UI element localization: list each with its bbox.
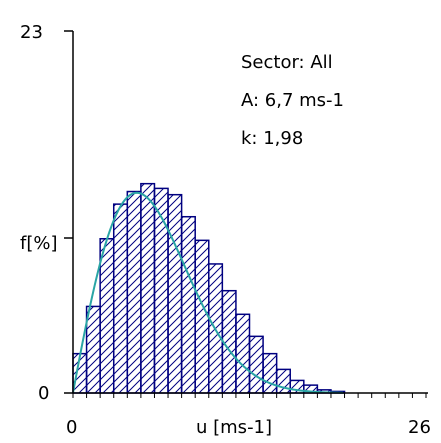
histogram-bar <box>85 305 101 394</box>
histogram-bar <box>180 215 196 394</box>
histogram-bars <box>72 182 346 394</box>
histogram-bar <box>99 238 115 394</box>
histogram-bar <box>194 239 210 394</box>
x-axis-ticks <box>72 393 427 398</box>
x-axis-label: u [ms-1] <box>196 417 272 438</box>
histogram-bar <box>235 313 251 394</box>
x-tick-label-min: 0 <box>66 417 77 438</box>
weibull-fit-line <box>72 191 344 394</box>
y-tick-label-min: 0 <box>38 383 49 404</box>
y-axis-label: f[%] <box>20 233 58 254</box>
y-tick-label-max: 23 <box>20 22 43 43</box>
histogram-bar <box>140 182 156 394</box>
histogram-bar <box>112 203 129 394</box>
x-tick-label-max: 26 <box>408 417 431 438</box>
histogram-bar <box>153 187 169 394</box>
annotation-k: k: 1,98 <box>241 128 303 149</box>
histogram-bar <box>126 190 142 394</box>
histogram-bar <box>262 352 278 394</box>
annotation-sector: Sector: All <box>241 52 333 73</box>
histogram-bar <box>248 335 264 394</box>
histogram-bar <box>167 193 183 394</box>
annotation-a: A: 6,7 ms-1 <box>241 90 344 111</box>
